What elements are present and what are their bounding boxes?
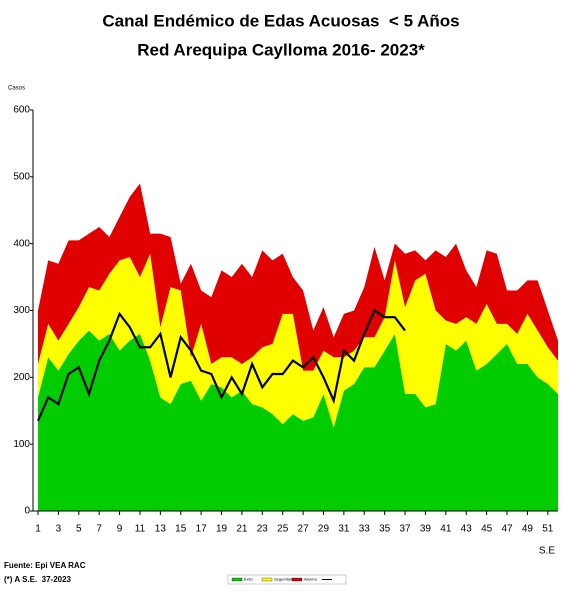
x-tick-label: 43 [461,524,473,535]
x-tick-label: 17 [196,524,208,535]
area [38,330,558,511]
y-tick-label: 100 [13,439,30,450]
area [38,183,558,371]
x-tick-label: 1 [35,524,41,535]
x-tick-label: 33 [359,524,371,535]
x-tick-label: 31 [338,524,350,535]
x-tick-label: 7 [96,524,102,535]
x-tick-label: 25 [277,524,289,535]
y-tick-label: 600 [13,105,30,116]
y-tick-label: 400 [13,238,30,249]
x-tick-label: 19 [216,524,228,535]
x-tick-label: 45 [481,524,493,535]
x-tick-label: 29 [318,524,330,535]
x-tick-label: 11 [135,524,146,535]
legend-label: Éxito [244,577,254,582]
x-axis-label: S.E [539,546,555,557]
x-tick-label: 15 [175,524,187,535]
x-tick-label: 3 [56,524,62,535]
area [38,253,558,428]
legend: Éxito Seguridad Alarma [227,574,347,585]
x-tick-label: 23 [257,524,269,535]
x-tick-label: 13 [155,524,167,535]
y-tick-label: 0 [24,506,30,517]
x-tick-label: 9 [117,524,123,535]
source: Fuente: Epi VEA RAC [4,561,86,570]
legend-swatch [261,577,273,582]
legend-label: Seguridad [274,577,292,582]
legend-box [227,574,347,585]
x-tick-label: 47 [501,524,513,535]
x-tick-label: 5 [76,524,82,535]
x-tick-label: 35 [379,524,391,535]
x-tick-label: 51 [542,524,554,535]
y-tick-label: 500 [13,171,30,182]
x-tick-label: 37 [399,524,411,535]
chart-subtitle: Red Arequipa Caylloma 2016- 2023* [137,40,425,59]
x-tick-label: 27 [298,524,310,535]
y-axis-label: Casos [8,86,25,92]
y-tick-label: 300 [13,305,30,316]
legend-label: Alarma [304,577,317,582]
x-tick-label: 41 [440,524,452,535]
legend-swatch [231,577,243,582]
note: (*) A S.E. 37-2023 [4,575,72,584]
line [36,308,406,422]
x-tick-label: 49 [522,524,534,535]
x-tick-label: 21 [236,524,248,535]
y-tick-label: 200 [13,372,30,383]
x-tick-label: 39 [420,524,432,535]
chart-title: Canal Endémico de Edas Acuosas < 5 Años [102,11,459,30]
legend-swatch [291,577,303,582]
